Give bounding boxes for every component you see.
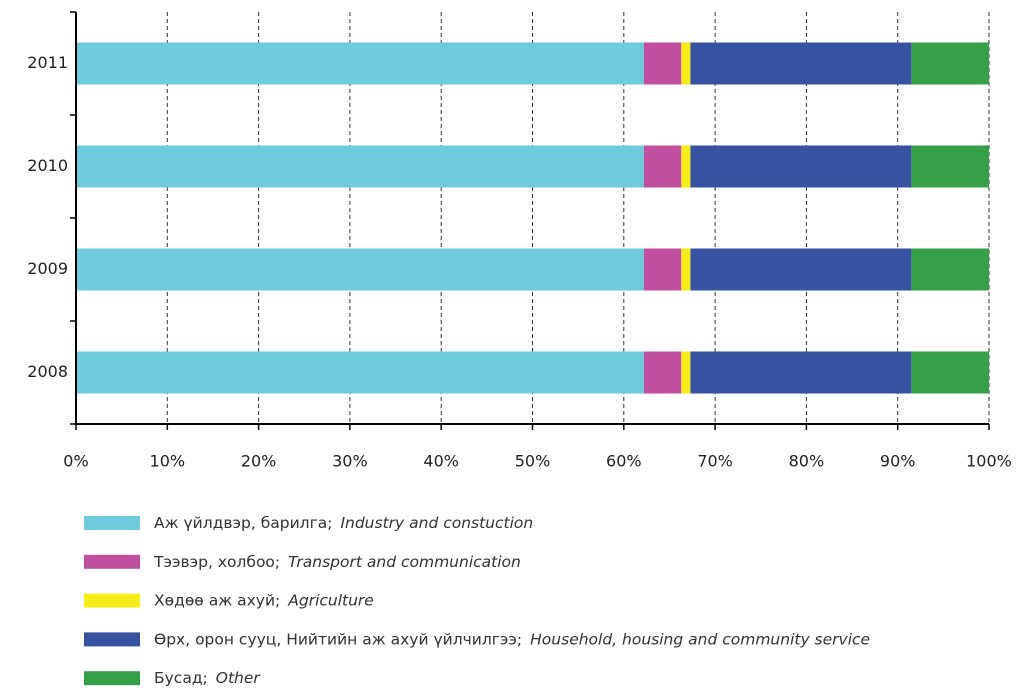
legend-name: Хөдөө аж ахуй; xyxy=(154,591,280,609)
bar-segment xyxy=(643,351,682,394)
legend-swatch xyxy=(84,593,140,608)
legend-name-en: Transport and communication xyxy=(288,552,521,570)
bar-segment xyxy=(76,42,644,85)
x-tick-label: 70% xyxy=(697,452,733,471)
x-tick-label: 30% xyxy=(332,452,368,471)
bar-segment xyxy=(76,351,644,394)
y-tick-label: 2011 xyxy=(27,53,68,72)
x-tick-label: 100% xyxy=(966,452,1012,471)
bar-segment xyxy=(643,145,682,188)
legend-swatch xyxy=(84,554,140,569)
legend-name: Бусад; xyxy=(154,669,208,687)
bar-segment xyxy=(911,351,989,394)
bar-segment xyxy=(690,145,912,188)
legend-label: Тээвэр, холбоо; Transport and communicati… xyxy=(153,552,521,570)
bar-segment xyxy=(911,42,989,85)
legend-name: Өрх, орон сууц, Нийтийн аж ахуй үйлчилгэ… xyxy=(154,630,522,648)
bar-segment xyxy=(690,351,912,394)
legend-name-en: Other xyxy=(216,669,262,687)
bar-segment xyxy=(690,248,912,291)
y-tick-label: 2009 xyxy=(27,259,68,278)
legend-name-en: Household, housing and community service xyxy=(530,630,870,648)
bar-segment xyxy=(76,145,644,188)
x-tick-label: 40% xyxy=(423,452,459,471)
x-tick-label: 80% xyxy=(789,452,825,471)
bar-segment xyxy=(681,42,691,85)
y-tick-label: 2010 xyxy=(27,156,68,175)
x-tick-label: 60% xyxy=(606,452,642,471)
x-tick-label: 0% xyxy=(63,452,88,471)
bar-segment xyxy=(643,248,682,291)
bar-segment xyxy=(76,248,644,291)
legend-name: Аж үйлдвэр, барилга; xyxy=(154,514,332,532)
y-tick-label: 2008 xyxy=(27,362,68,381)
bar-segment xyxy=(911,145,989,188)
bar-segment xyxy=(690,42,912,85)
legend-label: Хөдөө аж ахуй; Agriculture xyxy=(154,591,374,609)
bar-segment xyxy=(681,145,691,188)
bar-segment xyxy=(643,42,682,85)
bar-segment xyxy=(911,248,989,291)
legend-name: Тээвэр, холбоо; xyxy=(153,552,280,570)
legend-swatch xyxy=(84,632,140,647)
x-tick-label: 20% xyxy=(241,452,277,471)
bar-segment xyxy=(681,248,691,291)
legend-swatch xyxy=(84,516,140,530)
legend-swatch xyxy=(84,671,140,686)
legend-label: Аж үйлдвэр, барилга; Industry and constuc… xyxy=(154,514,533,532)
x-tick-label: 50% xyxy=(515,452,551,471)
legend-label: Өрх, орон сууц, Нийтийн аж ахуй үйлчилгэ… xyxy=(154,630,870,648)
legend-name-en: Agriculture xyxy=(287,591,374,609)
legend-label: Бусад; Other xyxy=(154,669,261,687)
x-tick-label: 90% xyxy=(880,452,916,471)
x-tick-label: 10% xyxy=(150,452,186,471)
bar-segment xyxy=(681,351,691,394)
legend-name-en: Industry and constuction xyxy=(340,514,533,532)
